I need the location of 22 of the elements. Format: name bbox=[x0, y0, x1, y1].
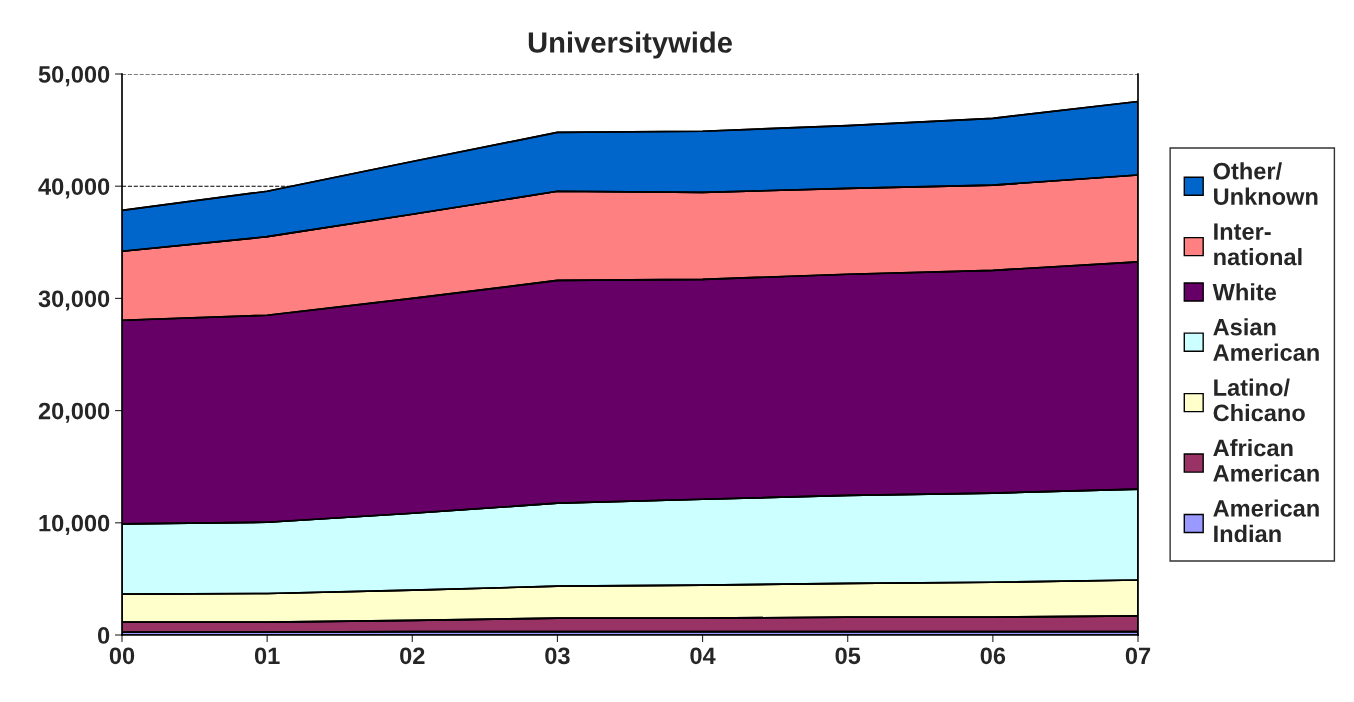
legend-label: White bbox=[1212, 283, 1277, 301]
legend-label: Latino/ Chicano bbox=[1213, 378, 1305, 422]
x-tick-label: 03 bbox=[545, 647, 570, 665]
y-tick-label: 20,000 bbox=[38, 402, 110, 423]
x-tick-label: 04 bbox=[690, 647, 716, 665]
x-tick-label: 07 bbox=[1125, 647, 1151, 665]
y-tick-label: 10,000 bbox=[39, 514, 110, 536]
y-tick-label: 50,000 bbox=[38, 66, 110, 87]
x-tick-label: 00 bbox=[109, 647, 135, 665]
x-tick-label: 01 bbox=[254, 647, 280, 665]
x-tick-label: 05 bbox=[835, 647, 861, 665]
y-tick-label: 0 bbox=[98, 627, 110, 644]
y-tick-label: 40,000 bbox=[38, 178, 110, 199]
legend-label: American Indian bbox=[1213, 499, 1319, 543]
legend-label: Inter- national bbox=[1214, 223, 1302, 266]
x-tick-label: 06 bbox=[980, 647, 1006, 665]
x-tick-label: 02 bbox=[400, 647, 425, 665]
legend-label: African American bbox=[1213, 438, 1319, 482]
chart-title: Universitywide bbox=[528, 31, 732, 59]
legend-label: Asian American bbox=[1213, 318, 1319, 361]
y-tick-label: 30,000 bbox=[38, 290, 110, 311]
legend-label: Other/ Unknown bbox=[1213, 162, 1318, 205]
